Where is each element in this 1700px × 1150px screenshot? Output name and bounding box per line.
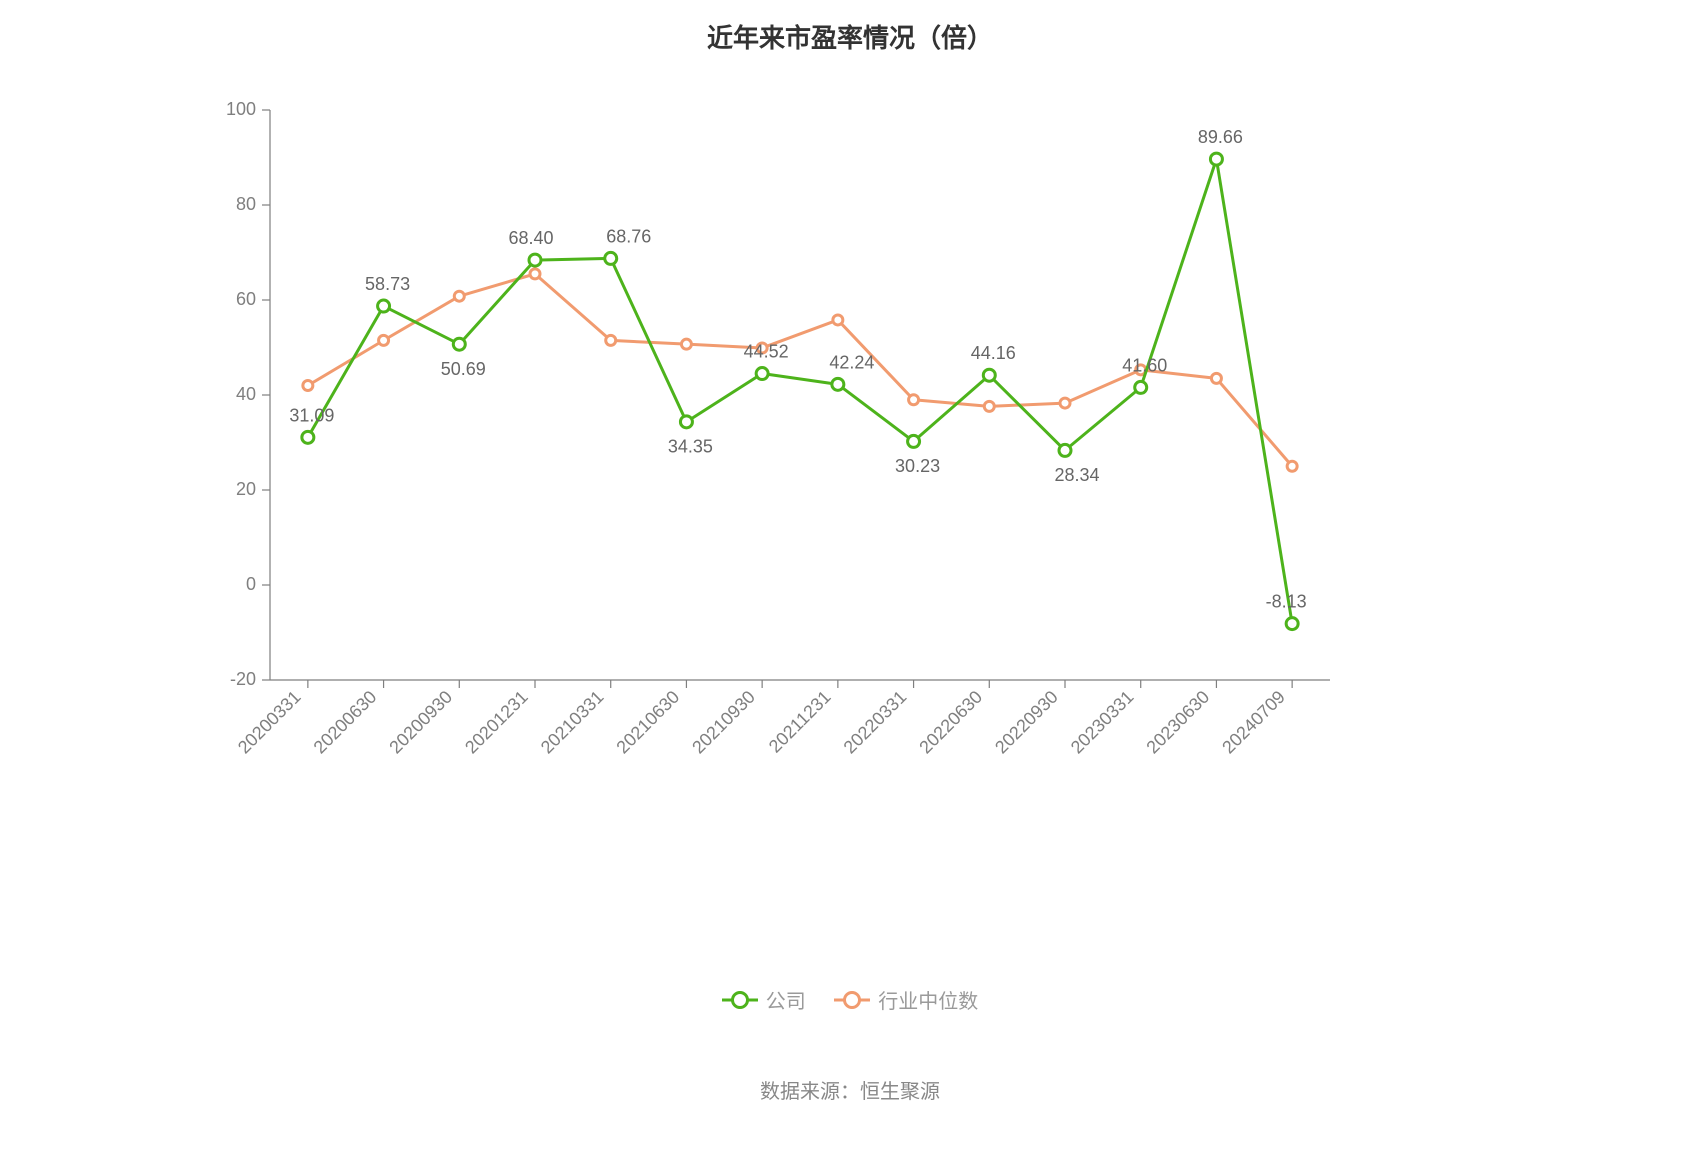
legend: 公司 行业中位数 <box>0 985 1700 1015</box>
svg-text:20220930: 20220930 <box>991 687 1062 758</box>
legend-marker-icon <box>843 991 861 1009</box>
data-source-label: 数据来源：恒生聚源 <box>0 1075 1700 1104</box>
chart-container: 近年来市盈率情况（倍） -200204060801002020033120200… <box>0 0 1700 1150</box>
svg-text:20230331: 20230331 <box>1067 687 1138 758</box>
legend-swatch-median <box>834 990 870 1010</box>
svg-text:68.76: 68.76 <box>606 226 651 246</box>
svg-text:20210331: 20210331 <box>537 687 608 758</box>
svg-text:28.34: 28.34 <box>1054 465 1099 485</box>
svg-text:20210630: 20210630 <box>612 687 683 758</box>
svg-text:100: 100 <box>226 99 256 119</box>
svg-text:0: 0 <box>246 574 256 594</box>
svg-text:42.24: 42.24 <box>829 352 874 372</box>
svg-text:31.09: 31.09 <box>289 405 334 425</box>
svg-text:89.66: 89.66 <box>1198 127 1243 147</box>
pe-line-chart: -200204060801002020033120200630202009302… <box>200 90 1350 860</box>
svg-text:44.52: 44.52 <box>744 342 789 362</box>
legend-label-median: 行业中位数 <box>878 985 978 1014</box>
legend-item-median: 行业中位数 <box>834 985 978 1014</box>
legend-marker-icon <box>731 991 749 1009</box>
svg-text:20200331: 20200331 <box>234 687 305 758</box>
svg-text:20210930: 20210930 <box>688 687 759 758</box>
legend-swatch-company <box>722 990 758 1010</box>
svg-text:20230630: 20230630 <box>1142 687 1213 758</box>
svg-text:-20: -20 <box>230 669 256 689</box>
svg-text:44.16: 44.16 <box>971 343 1016 363</box>
svg-text:60: 60 <box>236 289 256 309</box>
svg-text:20211231: 20211231 <box>765 687 835 757</box>
svg-text:40: 40 <box>236 384 256 404</box>
svg-text:80: 80 <box>236 194 256 214</box>
chart-title: 近年来市盈率情况（倍） <box>0 18 1700 55</box>
svg-text:20220331: 20220331 <box>840 687 911 758</box>
svg-text:-8.13: -8.13 <box>1266 592 1307 612</box>
svg-text:30.23: 30.23 <box>895 456 940 476</box>
svg-text:34.35: 34.35 <box>668 437 713 457</box>
svg-text:68.40: 68.40 <box>508 228 553 248</box>
svg-text:20: 20 <box>236 479 256 499</box>
svg-text:20201231: 20201231 <box>461 687 532 758</box>
legend-item-company: 公司 <box>722 985 806 1014</box>
svg-text:20240709: 20240709 <box>1218 687 1289 758</box>
svg-text:20200930: 20200930 <box>385 687 456 758</box>
svg-text:20200630: 20200630 <box>310 687 381 758</box>
svg-text:58.73: 58.73 <box>365 274 410 294</box>
svg-text:50.69: 50.69 <box>441 359 486 379</box>
svg-text:20220630: 20220630 <box>915 687 986 758</box>
svg-text:41.60: 41.60 <box>1122 355 1167 375</box>
legend-label-company: 公司 <box>766 985 806 1014</box>
